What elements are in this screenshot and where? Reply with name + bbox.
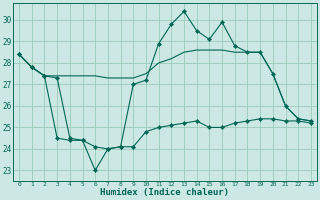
X-axis label: Humidex (Indice chaleur): Humidex (Indice chaleur) xyxy=(100,188,229,197)
